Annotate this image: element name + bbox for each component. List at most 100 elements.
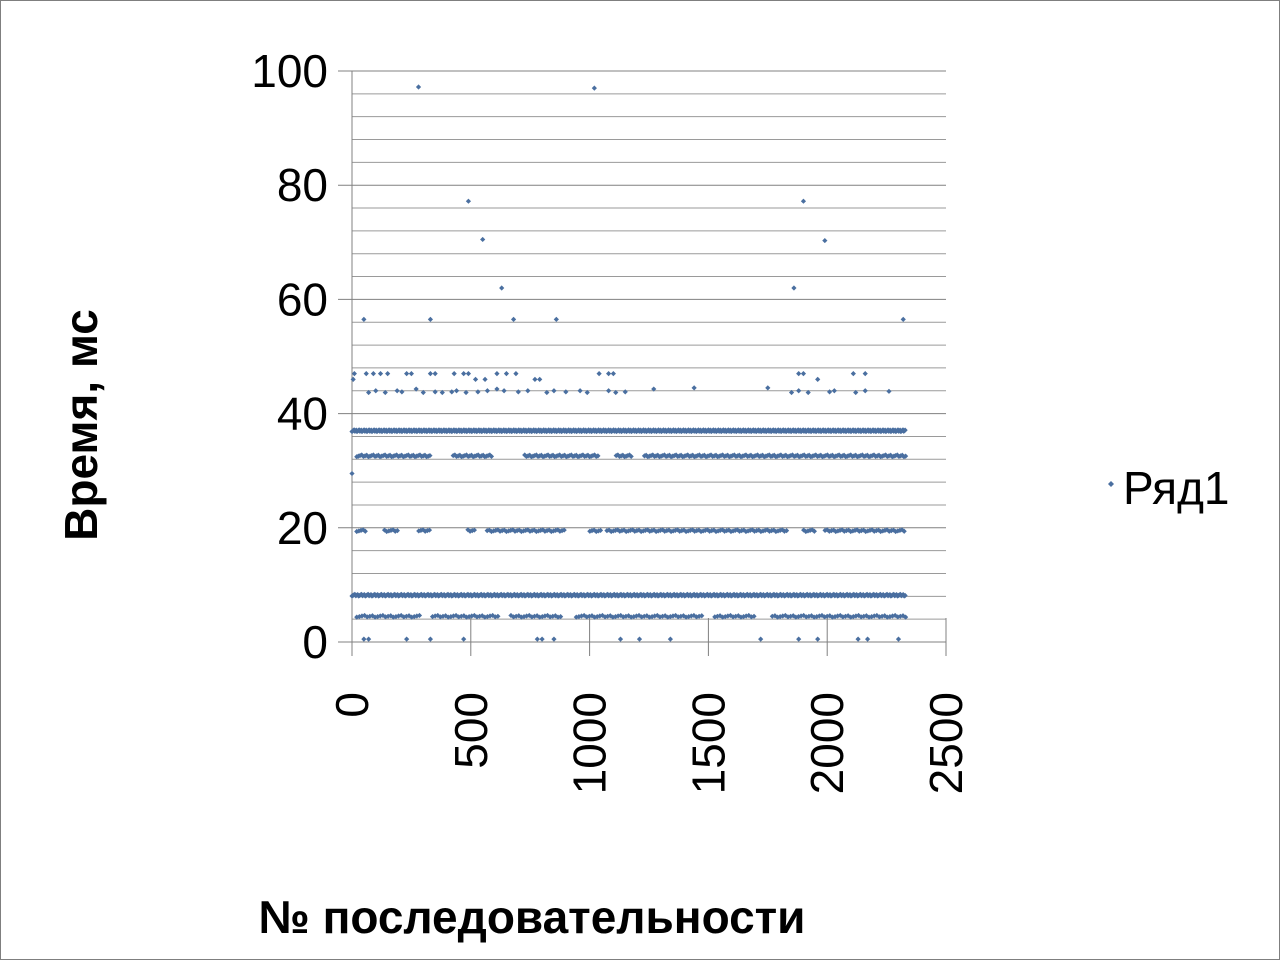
data-point (453, 388, 460, 394)
data-point (439, 389, 445, 396)
data-point (840, 614, 846, 620)
data-point (380, 612, 386, 619)
data-point (544, 612, 551, 619)
data-point (748, 452, 754, 458)
data-point (789, 452, 796, 458)
data-point (873, 528, 879, 534)
data-point (783, 452, 789, 458)
data-point (758, 636, 764, 642)
data-point (826, 528, 832, 534)
data-point (882, 527, 888, 533)
data-point (732, 527, 738, 533)
data-point (612, 527, 619, 533)
data-point (862, 371, 868, 377)
data-point (553, 527, 559, 533)
data-point (469, 528, 475, 534)
data-point (542, 528, 548, 534)
data-point (457, 452, 463, 458)
x-tick-label: 1000 (564, 692, 616, 794)
data-point (404, 636, 410, 642)
data-point (661, 452, 668, 458)
data-point (484, 613, 491, 620)
data-point (495, 613, 501, 619)
data-point (876, 452, 882, 458)
data-point (399, 452, 405, 458)
data-point (370, 371, 376, 377)
data-point (479, 613, 485, 619)
data-point (618, 612, 624, 619)
data-point (717, 527, 723, 533)
data-point (901, 528, 907, 534)
data-point (427, 636, 434, 642)
data-point (852, 527, 858, 533)
data-point (516, 527, 522, 533)
data-point (501, 527, 507, 533)
legend-entry-label: Ряд1 (1123, 462, 1230, 514)
data-point (841, 528, 847, 534)
data-point (855, 636, 861, 642)
data-point (816, 613, 822, 619)
data-point (610, 528, 616, 534)
data-point (463, 389, 469, 396)
data-point (643, 452, 649, 458)
data-point (392, 528, 398, 534)
data-point (696, 527, 702, 533)
data-point (738, 614, 744, 620)
data-point (626, 452, 633, 458)
data-point (677, 528, 683, 534)
data-point (806, 452, 812, 458)
data-point (801, 452, 807, 458)
data-point (527, 528, 533, 534)
data-point (375, 613, 381, 620)
data-point (675, 614, 681, 620)
data-point (432, 613, 438, 619)
data-point (615, 452, 621, 458)
data-point (778, 452, 784, 458)
data-point (585, 452, 591, 458)
data-point (432, 371, 438, 377)
data-point (754, 452, 761, 458)
data-point (800, 371, 807, 377)
data-point (532, 376, 538, 382)
data-point (420, 389, 426, 396)
data-point (527, 452, 533, 458)
data-point (562, 452, 568, 458)
data-point (559, 528, 565, 534)
data-point (878, 528, 884, 535)
data-point (613, 389, 619, 396)
data-point (497, 528, 503, 534)
data-point (453, 612, 459, 619)
data-point (651, 386, 657, 392)
data-point (713, 452, 719, 458)
data-point (879, 613, 885, 619)
data-point (520, 528, 527, 534)
data-point (513, 613, 519, 619)
data-point (471, 612, 477, 619)
data-point (526, 612, 532, 619)
data-point (398, 612, 404, 619)
data-point (796, 636, 802, 642)
data-point (871, 528, 877, 534)
data-point (662, 528, 668, 534)
data-point (694, 528, 700, 534)
data-point (826, 389, 833, 395)
data-point (876, 614, 883, 620)
data-point (539, 636, 545, 642)
data-point (510, 614, 517, 620)
data-point (887, 613, 893, 620)
data-point (416, 612, 423, 619)
data-point (782, 612, 788, 619)
data-point (785, 614, 791, 620)
data-point (794, 452, 801, 458)
data-point (540, 527, 546, 533)
data-point (475, 389, 481, 395)
data-point (796, 388, 802, 394)
data-point (482, 376, 488, 382)
data-point (521, 613, 527, 620)
data-point (902, 427, 908, 433)
data-point (394, 388, 400, 394)
data-point (515, 389, 521, 395)
data-point (818, 452, 824, 458)
data-point (841, 452, 847, 458)
